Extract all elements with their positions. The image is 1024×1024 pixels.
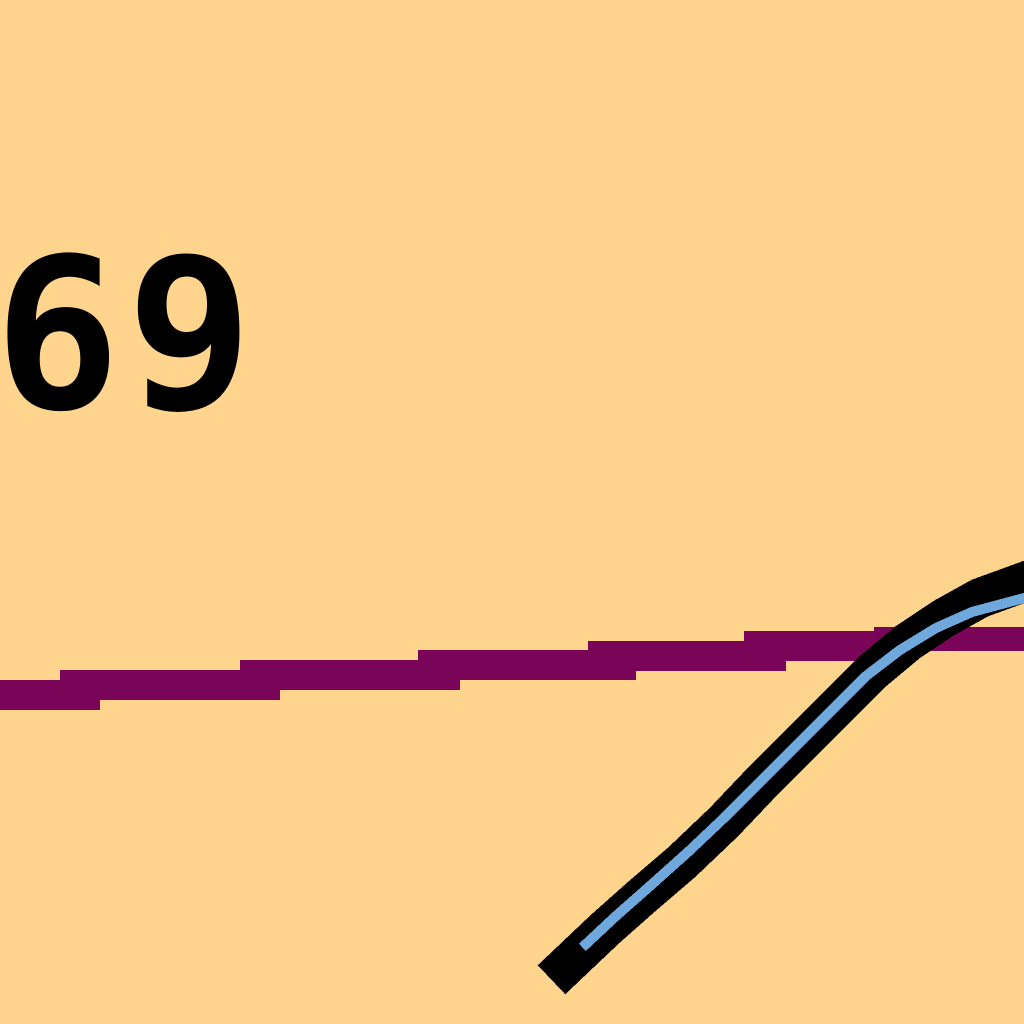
river-line [537,560,1024,995]
depth-label: 69 [0,213,259,458]
boundary-line [0,627,1024,710]
